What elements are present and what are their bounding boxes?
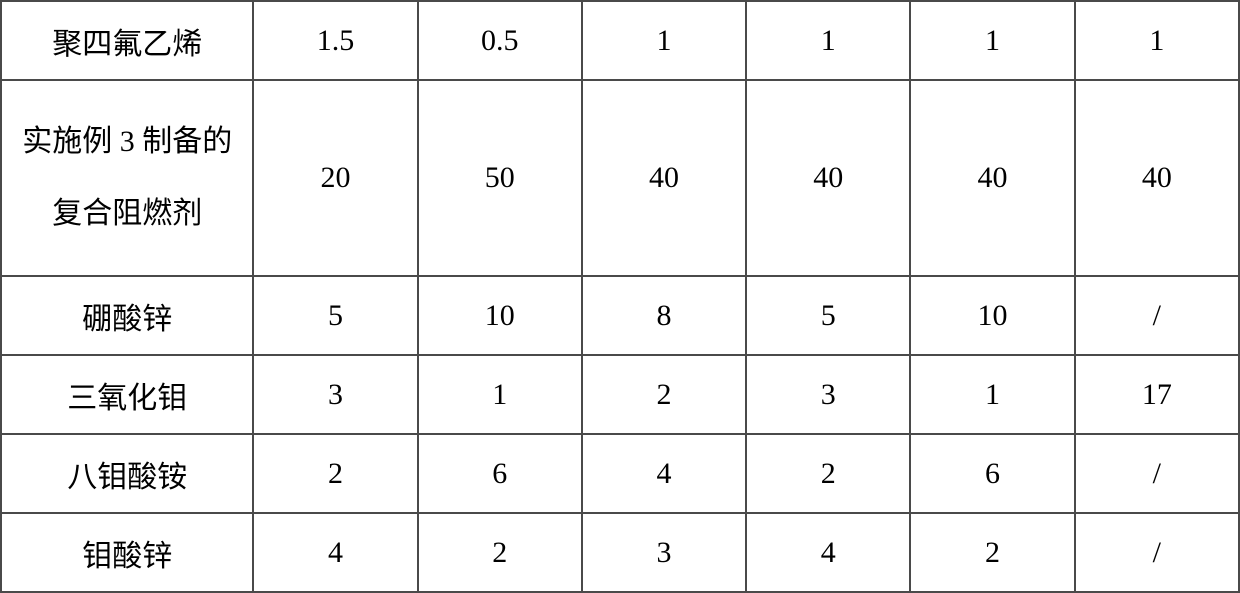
table-row: 硼酸锌 5 10 8 5 10 / [1, 276, 1239, 355]
cell: 17 [1075, 355, 1239, 434]
cell: 1 [910, 1, 1074, 80]
cell: 50 [418, 80, 582, 276]
row-label: 硼酸锌 [1, 276, 253, 355]
cell: 2 [910, 513, 1074, 592]
cell: 1.5 [253, 1, 417, 80]
cell: 40 [582, 80, 746, 276]
cell: 3 [253, 355, 417, 434]
cell: 10 [418, 276, 582, 355]
cell: 5 [253, 276, 417, 355]
table-row: 钼酸锌 4 2 3 4 2 / [1, 513, 1239, 592]
cell: 10 [910, 276, 1074, 355]
cell: 2 [746, 434, 910, 513]
cell: 1 [910, 355, 1074, 434]
cell: 6 [910, 434, 1074, 513]
cell: 8 [582, 276, 746, 355]
cell: 4 [253, 513, 417, 592]
table-row: 八钼酸铵 2 6 4 2 6 / [1, 434, 1239, 513]
cell: 1 [1075, 1, 1239, 80]
row-label: 实施例 3 制备的复合阻燃剂 [1, 80, 253, 276]
row-label: 八钼酸铵 [1, 434, 253, 513]
cell: 2 [418, 513, 582, 592]
row-label: 三氧化钼 [1, 355, 253, 434]
cell: 4 [582, 434, 746, 513]
cell: 3 [746, 355, 910, 434]
cell: / [1075, 513, 1239, 592]
cell: / [1075, 276, 1239, 355]
cell: 2 [253, 434, 417, 513]
composition-table: 聚四氟乙烯 1.5 0.5 1 1 1 1 实施例 3 制备的复合阻燃剂 20 … [0, 0, 1240, 593]
row-label: 聚四氟乙烯 [1, 1, 253, 80]
cell: 40 [910, 80, 1074, 276]
table-row: 三氧化钼 3 1 2 3 1 17 [1, 355, 1239, 434]
cell: 40 [1075, 80, 1239, 276]
row-label: 钼酸锌 [1, 513, 253, 592]
cell: 2 [582, 355, 746, 434]
cell: 1 [582, 1, 746, 80]
cell: 40 [746, 80, 910, 276]
table-container: 聚四氟乙烯 1.5 0.5 1 1 1 1 实施例 3 制备的复合阻燃剂 20 … [0, 0, 1240, 591]
cell: 1 [746, 1, 910, 80]
cell: 1 [418, 355, 582, 434]
cell: 6 [418, 434, 582, 513]
cell: 4 [746, 513, 910, 592]
table-row: 聚四氟乙烯 1.5 0.5 1 1 1 1 [1, 1, 1239, 80]
cell: 0.5 [418, 1, 582, 80]
cell: 5 [746, 276, 910, 355]
table-row: 实施例 3 制备的复合阻燃剂 20 50 40 40 40 40 [1, 80, 1239, 276]
cell: 3 [582, 513, 746, 592]
cell: / [1075, 434, 1239, 513]
cell: 20 [253, 80, 417, 276]
